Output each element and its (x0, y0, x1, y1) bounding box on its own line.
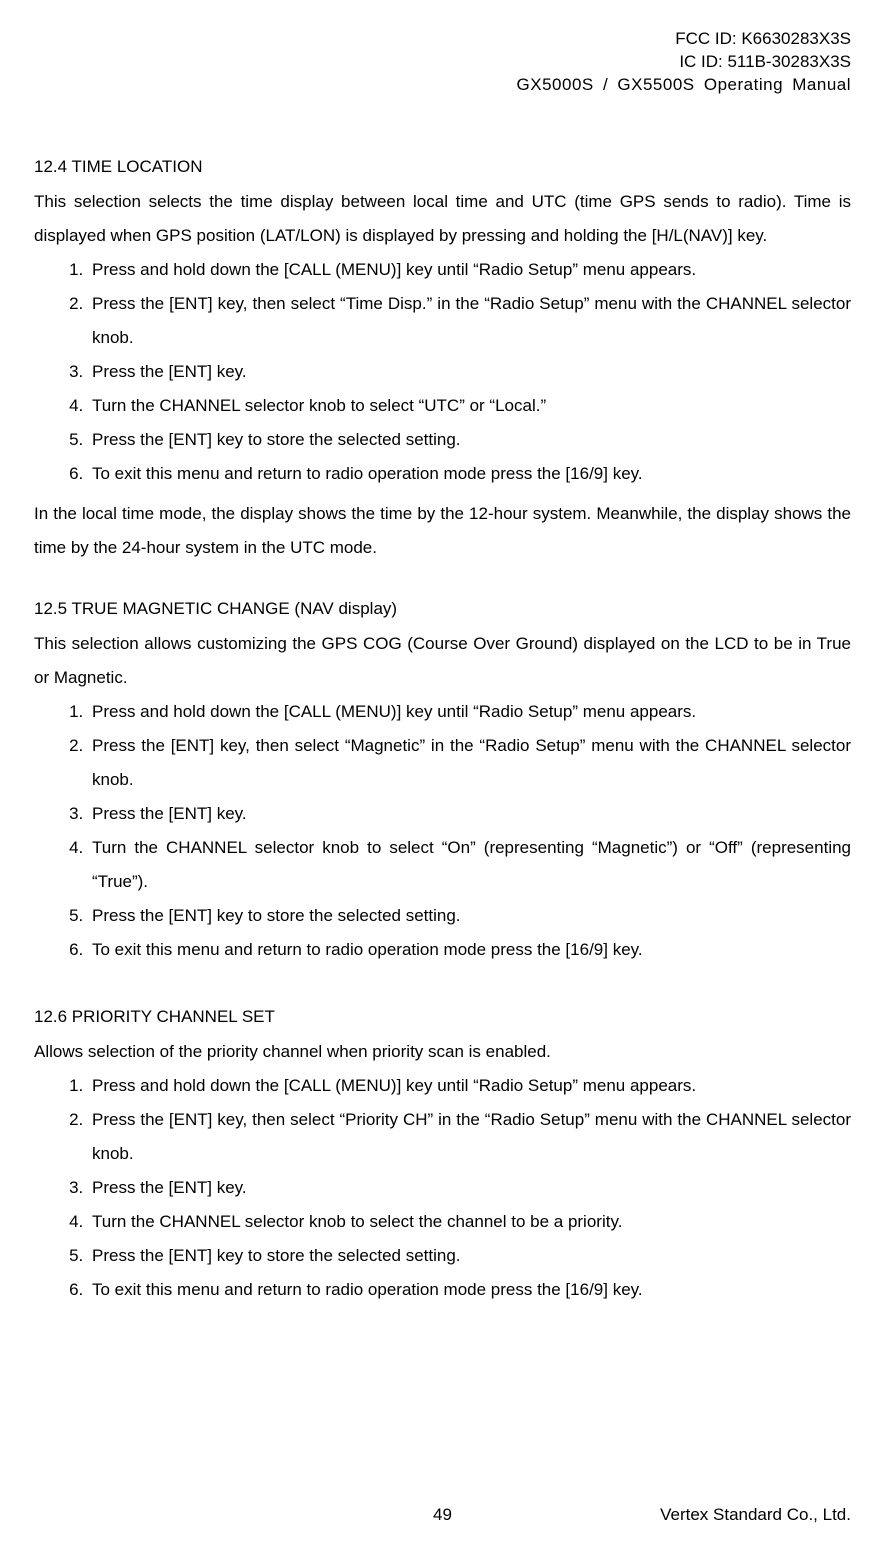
manual-page: FCC ID: K6630283X3S IC ID: 511B-30283X3S… (0, 0, 885, 1555)
step-item: Press and hold down the [CALL (MENU)] ke… (88, 695, 851, 729)
step-item: To exit this menu and return to radio op… (88, 457, 851, 491)
step-item: Turn the CHANNEL selector knob to select… (88, 831, 851, 899)
section-title-12-4: 12.4 TIME LOCATION (34, 157, 851, 177)
section-intro-12-5: This selection allows customizing the GP… (34, 627, 851, 695)
steps-12-6: Press and hold down the [CALL (MENU)] ke… (34, 1069, 851, 1307)
manual-title: GX5000S / GX5500S Operating Manual (34, 74, 851, 97)
step-item: Press the [ENT] key. (88, 355, 851, 389)
steps-12-4: Press and hold down the [CALL (MENU)] ke… (34, 253, 851, 491)
section-intro-12-4: This selection selects the time display … (34, 185, 851, 253)
step-item: Turn the CHANNEL selector knob to select… (88, 389, 851, 423)
step-item: Press and hold down the [CALL (MENU)] ke… (88, 1069, 851, 1103)
ic-id: IC ID: 511B-30283X3S (34, 51, 851, 74)
step-item: Press the [ENT] key, then select “Magnet… (88, 729, 851, 797)
step-item: Press the [ENT] key to store the selecte… (88, 1239, 851, 1273)
step-item: Press the [ENT] key. (88, 1171, 851, 1205)
company-name: Vertex Standard Co., Ltd. (660, 1505, 851, 1525)
fcc-id: FCC ID: K6630283X3S (34, 28, 851, 51)
step-item: Press the [ENT] key to store the selecte… (88, 899, 851, 933)
page-number: 49 (433, 1505, 452, 1525)
step-item: To exit this menu and return to radio op… (88, 1273, 851, 1307)
section-intro-12-6: Allows selection of the priority channel… (34, 1035, 851, 1069)
step-item: To exit this menu and return to radio op… (88, 933, 851, 967)
section-title-12-5: 12.5 TRUE MAGNETIC CHANGE (NAV display) (34, 599, 851, 619)
section-title-12-6: 12.6 PRIORITY CHANNEL SET (34, 1007, 851, 1027)
step-item: Press the [ENT] key, then select “Priori… (88, 1103, 851, 1171)
step-item: Press and hold down the [CALL (MENU)] ke… (88, 253, 851, 287)
page-header: FCC ID: K6630283X3S IC ID: 511B-30283X3S… (34, 28, 851, 97)
section-outro-12-4: In the local time mode, the display show… (34, 497, 851, 565)
page-footer: 49 Vertex Standard Co., Ltd. (34, 1505, 851, 1525)
step-item: Press the [ENT] key, then select “Time D… (88, 287, 851, 355)
step-item: Turn the CHANNEL selector knob to select… (88, 1205, 851, 1239)
step-item: Press the [ENT] key. (88, 797, 851, 831)
step-item: Press the [ENT] key to store the selecte… (88, 423, 851, 457)
steps-12-5: Press and hold down the [CALL (MENU)] ke… (34, 695, 851, 967)
